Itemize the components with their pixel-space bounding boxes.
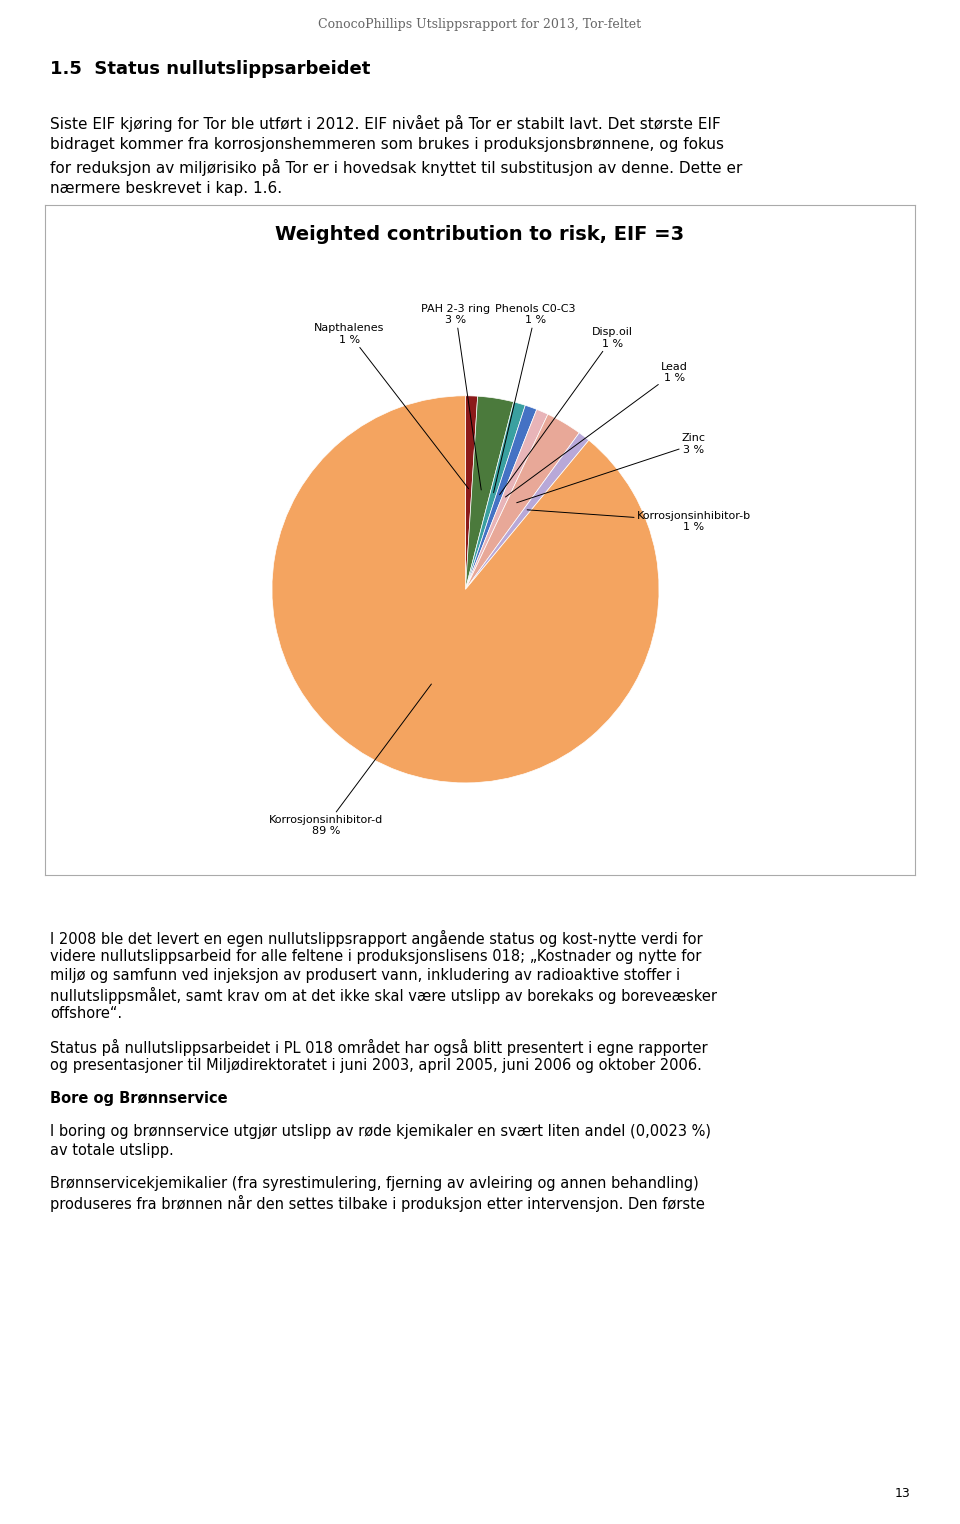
Text: nærmere beskrevet i kap. 1.6.: nærmere beskrevet i kap. 1.6. [50,181,282,197]
Text: produseres fra brønnen når den settes tilbake i produksjon etter intervensjon. D: produseres fra brønnen når den settes ti… [50,1195,705,1212]
Text: Weighted contribution to risk, EIF =3: Weighted contribution to risk, EIF =3 [276,226,684,244]
Text: Brønnservicekjemikalier (fra syrestimulering, fjerning av avleiring og annen beh: Brønnservicekjemikalier (fra syrestimule… [50,1177,699,1190]
Text: og presentasjoner til Miljødirektoratet i juni 2003, april 2005, juni 2006 og ok: og presentasjoner til Miljødirektoratet … [50,1058,702,1073]
Text: videre nullutslippsarbeid for alle feltene i produksjonslisens 018; „Kostnader o: videre nullutslippsarbeid for alle felte… [50,949,702,965]
Wedge shape [466,415,579,590]
Text: ConocoPhillips Utslippsrapport for 2013, Tor-feltet: ConocoPhillips Utslippsrapport for 2013,… [319,18,641,30]
Text: Status på nullutslippsarbeidet i PL 018 området har også blitt presentert i egne: Status på nullutslippsarbeidet i PL 018 … [50,1039,708,1056]
Wedge shape [466,396,478,590]
Text: 1.5  Status nullutslippsarbeidet: 1.5 Status nullutslippsarbeidet [50,59,371,78]
Text: nullutslippsmålet, samt krav om at det ikke skal være utslipp av borekaks og bor: nullutslippsmålet, samt krav om at det i… [50,988,717,1004]
Wedge shape [466,433,588,590]
Text: PAH 2-3 ring
3 %: PAH 2-3 ring 3 % [421,303,491,489]
Wedge shape [466,396,514,590]
Text: I boring og brønnservice utgjør utslipp av røde kjemikaler en svært liten andel : I boring og brønnservice utgjør utslipp … [50,1125,711,1138]
Text: miljø og samfunn ved injeksjon av produsert vann, inkludering av radioaktive sto: miljø og samfunn ved injeksjon av produs… [50,968,680,983]
Text: Zinc
3 %: Zinc 3 % [516,433,706,503]
Text: av totale utslipp.: av totale utslipp. [50,1143,174,1158]
Wedge shape [466,410,548,590]
Text: offshore“.: offshore“. [50,1006,122,1021]
Text: Siste EIF kjøring for Tor ble utført i 2012. EIF nivået på Tor er stabilt lavt. : Siste EIF kjøring for Tor ble utført i 2… [50,114,721,133]
Text: bidraget kommer fra korrosjonshemmeren som brukes i produksjonsbrønnene, og foku: bidraget kommer fra korrosjonshemmeren s… [50,137,724,152]
Text: for reduksjon av miljørisiko på Tor er i hovedsak knyttet til substitusjon av de: for reduksjon av miljørisiko på Tor er i… [50,158,742,175]
Text: 13: 13 [895,1487,910,1500]
Wedge shape [272,396,659,783]
Text: Korrosjonsinhibitor-d
89 %: Korrosjonsinhibitor-d 89 % [269,684,431,837]
Text: Korrosjonsinhibitor-b
1 %: Korrosjonsinhibitor-b 1 % [527,511,751,532]
Text: Disp.oil
1 %: Disp.oil 1 % [499,328,633,495]
Wedge shape [466,405,537,590]
Wedge shape [466,402,525,590]
Text: Phenols C0-C3
1 %: Phenols C0-C3 1 % [493,303,575,492]
Text: Lead
1 %: Lead 1 % [506,361,688,497]
Text: I 2008 ble det levert en egen nullutslippsrapport angående status og kost-nytte : I 2008 ble det levert en egen nullutslip… [50,930,703,946]
Text: Napthalenes
1 %: Napthalenes 1 % [314,323,468,489]
Text: Bore og Brønnservice: Bore og Brønnservice [50,1091,228,1106]
